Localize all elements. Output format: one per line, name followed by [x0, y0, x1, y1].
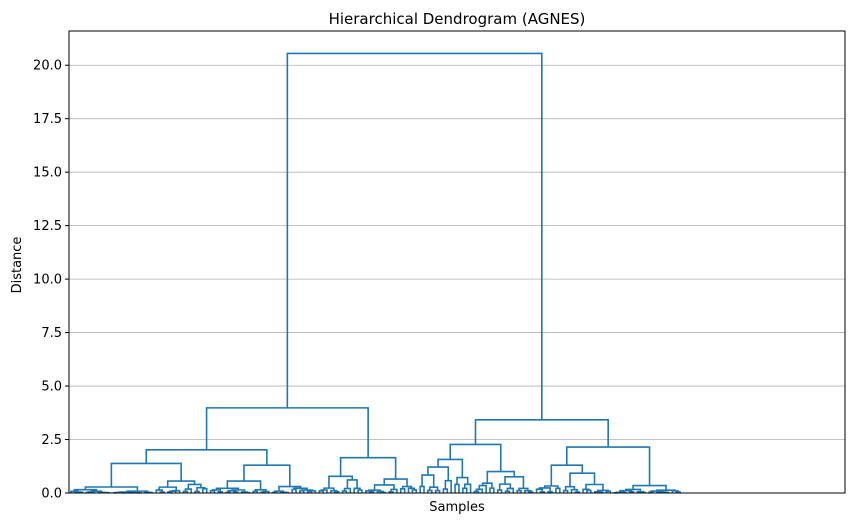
leaf-merge-link — [496, 489, 503, 493]
leaf-merge-link — [301, 489, 314, 491]
plot-frame — [68, 30, 846, 494]
y-tick-label: 0.0 — [41, 487, 62, 502]
leaf-merge-link — [569, 472, 596, 487]
leaf-merge-link — [401, 485, 413, 489]
leaf-merge-link — [656, 489, 677, 492]
leaf-merge-link — [489, 487, 495, 493]
leaf-merge-link — [650, 490, 664, 493]
leaf-merge-link — [182, 490, 189, 493]
leaf-merge-link — [619, 489, 633, 493]
leaf-merge-link — [593, 491, 602, 493]
leaf-merge-link — [481, 482, 493, 489]
leaf-merge-link — [427, 489, 433, 493]
leaf-merge-link — [524, 489, 532, 493]
y-tick-label: 2.5 — [41, 433, 62, 448]
y-axis: 0.0 2.5 5.0 7.5 10.0 12.5 15.0 17.5 20.0 — [33, 59, 69, 502]
leaf-merge-link — [632, 484, 667, 491]
leaf-merge-link — [504, 476, 525, 489]
leaf-merge-link — [605, 490, 612, 493]
leaf-merge-link — [421, 474, 435, 488]
leaf-merge-link — [463, 483, 472, 493]
chart-title: Hierarchical Dendrogram (AGNES) — [329, 10, 586, 28]
cluster-merge-link — [565, 446, 651, 486]
cluster-merge-link — [243, 464, 291, 487]
y-tick-label: 7.5 — [41, 326, 62, 341]
leaf-merge-link — [184, 488, 193, 493]
leaf-merge-link — [462, 487, 468, 493]
y-axis-label: Distance — [10, 237, 25, 294]
leaf-merge-link — [158, 486, 177, 491]
leaf-merge-link — [388, 491, 394, 493]
leaf-merge-link — [357, 489, 363, 493]
leaf-merge-link — [555, 487, 561, 493]
y-tick-label: 12.5 — [33, 219, 62, 234]
leaf-merge-link — [328, 475, 354, 489]
cluster-merge-link — [449, 443, 502, 472]
leaf-merge-link — [596, 489, 610, 492]
leaf-merge-link — [291, 488, 297, 493]
y-tick-label: 20.0 — [33, 59, 62, 74]
leaf-merge-link — [70, 490, 79, 493]
y-tick-label: 15.0 — [33, 166, 62, 181]
leaf-merge-link — [427, 466, 450, 481]
leaf-merge-link — [254, 489, 267, 492]
leaf-merge-link — [454, 483, 460, 493]
y-tick-label: 17.5 — [33, 112, 62, 127]
cluster-merge-link — [110, 462, 182, 488]
leaf-merge-link — [399, 487, 406, 493]
leaf-merge-link — [562, 489, 569, 493]
leaf-merge-link — [171, 489, 181, 493]
leaf-merge-link — [516, 489, 522, 493]
leaf-merge-link — [211, 489, 222, 492]
leaf-merge-link — [456, 476, 469, 485]
leaf-merge-link — [341, 490, 348, 493]
leaf-merge-link — [273, 490, 285, 493]
leaf-merge-link — [628, 491, 635, 493]
leaf-merge-link — [318, 490, 324, 493]
leaf-merge-link — [252, 490, 258, 493]
leaf-merge-link — [323, 487, 335, 491]
leaf-merge-link — [442, 488, 449, 493]
leaf-merge-link — [346, 479, 358, 489]
cluster-merge-link — [286, 52, 543, 420]
leaf-merge-link — [343, 487, 352, 493]
x-axis-label: Samples — [429, 500, 485, 515]
leaf-merge-link — [262, 490, 270, 493]
leaf-merge-link — [636, 490, 645, 493]
y-tick-label: 10.0 — [33, 273, 62, 288]
leaf-merge-link — [376, 490, 385, 493]
dendrogram-tree — [70, 52, 681, 494]
leaf-merge-link — [437, 458, 464, 478]
leaf-merge-link — [73, 488, 98, 492]
leaf-merge-link — [444, 479, 452, 493]
leaf-merge-link — [624, 488, 642, 492]
leaf-merge-link — [564, 485, 576, 491]
cluster-merge-link — [474, 419, 609, 448]
leaf-merge-link — [550, 464, 584, 487]
gridlines — [69, 64, 845, 440]
leaf-merge-link — [194, 490, 200, 493]
leaf-merge-link — [582, 488, 590, 493]
leaf-merge-link — [419, 485, 425, 493]
leaf-merge-link — [217, 491, 224, 493]
leaf-merge-link — [518, 487, 529, 491]
leaf-merge-link — [202, 487, 208, 493]
leaf-merge-link — [155, 489, 163, 493]
y-tick-label: 5.0 — [41, 380, 62, 395]
